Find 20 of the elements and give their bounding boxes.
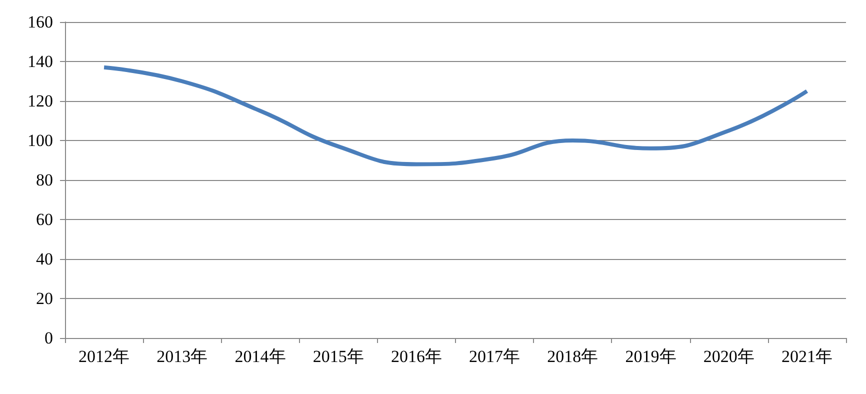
y-tick-label: 20 bbox=[36, 289, 53, 308]
x-tick-label: 2021年 bbox=[781, 347, 832, 366]
y-tick-label: 60 bbox=[36, 210, 53, 229]
y-tick-label: 80 bbox=[36, 170, 53, 190]
line-series bbox=[102, 65, 809, 166]
x-tick-label: 2016年 bbox=[390, 347, 442, 366]
x-tick-label: 2013年 bbox=[156, 347, 208, 366]
y-tick-label: 120 bbox=[28, 92, 53, 110]
x-tick-label: 2018年 bbox=[547, 347, 598, 366]
x-tick-label: 2017年 bbox=[469, 347, 520, 366]
x-tick-label: 2014年 bbox=[234, 347, 286, 366]
y-tick-label: 0 bbox=[44, 328, 53, 348]
x-tick-label: 2020年 bbox=[703, 347, 754, 366]
y-tick-label: 40 bbox=[36, 250, 53, 268]
y-tick-label: 140 bbox=[28, 52, 53, 71]
x-tick-label: 2015年 bbox=[312, 347, 364, 366]
y-tick-label: 100 bbox=[28, 131, 53, 150]
x-tick-label: 2012年 bbox=[78, 347, 130, 366]
y-tick-label: 160 bbox=[28, 12, 53, 32]
x-tick-label: 2019年 bbox=[625, 347, 676, 366]
